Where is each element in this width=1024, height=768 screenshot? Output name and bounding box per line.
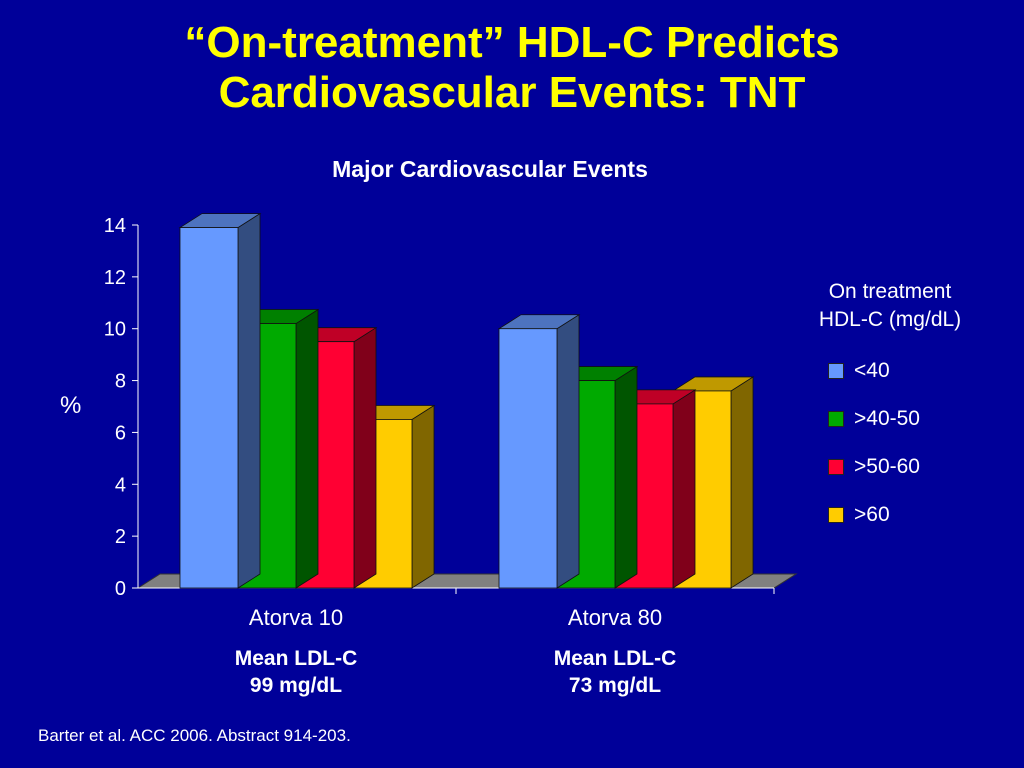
legend-swatch xyxy=(828,363,844,379)
y-tick-label: 10 xyxy=(104,319,126,341)
x-category-label: Atorva 10 xyxy=(248,605,344,630)
legend-item: >40-50 xyxy=(828,395,920,443)
bar xyxy=(498,328,558,589)
y-tick-label: 14 xyxy=(104,215,126,237)
bar xyxy=(179,227,239,589)
y-tick-label: 2 xyxy=(115,526,126,548)
legend-label: >60 xyxy=(854,503,890,526)
legend: <40 >40-50 >50-60 >60 xyxy=(828,347,920,539)
citation-footer: Barter et al. ACC 2006. Abstract 914-203… xyxy=(38,726,351,745)
legend-swatch xyxy=(828,507,844,523)
bar-side xyxy=(237,212,261,589)
legend-label: >40-50 xyxy=(854,407,920,430)
legend-swatch xyxy=(828,459,844,475)
legend-title-line2: HDL-C (mg/dL) xyxy=(818,308,962,331)
y-tick-label: 6 xyxy=(115,422,126,444)
y-tick-label: 12 xyxy=(104,267,126,289)
bar-side xyxy=(353,326,377,589)
legend-label: <40 xyxy=(854,359,890,382)
y-tick-label: 4 xyxy=(115,474,126,496)
bar-side xyxy=(411,404,435,589)
slide-title-line1: “On-treatment” HDL-C Predicts xyxy=(184,18,840,67)
bar-side xyxy=(730,376,754,589)
legend-item: >60 xyxy=(828,491,920,539)
legend-item: >50-60 xyxy=(828,443,920,491)
sublabel-line2: 73 mg/dL xyxy=(568,674,662,697)
y-tick-label: 8 xyxy=(115,371,126,393)
x-category-label: Atorva 80 xyxy=(567,605,663,630)
legend-item: <40 xyxy=(828,347,920,395)
slide-title-line2: Cardiovascular Events: TNT xyxy=(218,68,806,117)
bar-side xyxy=(614,365,638,589)
sublabel-line1: Mean LDL-C xyxy=(234,647,358,670)
x-category-sublabel: Mean LDL-C 99 mg/dL xyxy=(166,645,426,699)
bar-side xyxy=(672,389,696,589)
sublabel-line1: Mean LDL-C xyxy=(553,647,677,670)
legend-swatch xyxy=(828,411,844,427)
bar-side xyxy=(295,308,319,589)
legend-title-line1: On treatment xyxy=(828,280,952,303)
legend-label: >50-60 xyxy=(854,455,920,478)
bar-side xyxy=(556,313,580,589)
chart-title: Major Cardiovascular Events xyxy=(332,156,648,182)
y-tick-label: 0 xyxy=(115,578,126,600)
x-category-sublabel: Mean LDL-C 73 mg/dL xyxy=(485,645,745,699)
legend-title: On treatment HDL-C (mg/dL) xyxy=(790,278,990,334)
slide-title: “On-treatment” HDL-C Predicts Cardiovasc… xyxy=(0,18,1024,118)
y-axis-label: % xyxy=(60,392,82,419)
sublabel-line2: 99 mg/dL xyxy=(249,674,343,697)
